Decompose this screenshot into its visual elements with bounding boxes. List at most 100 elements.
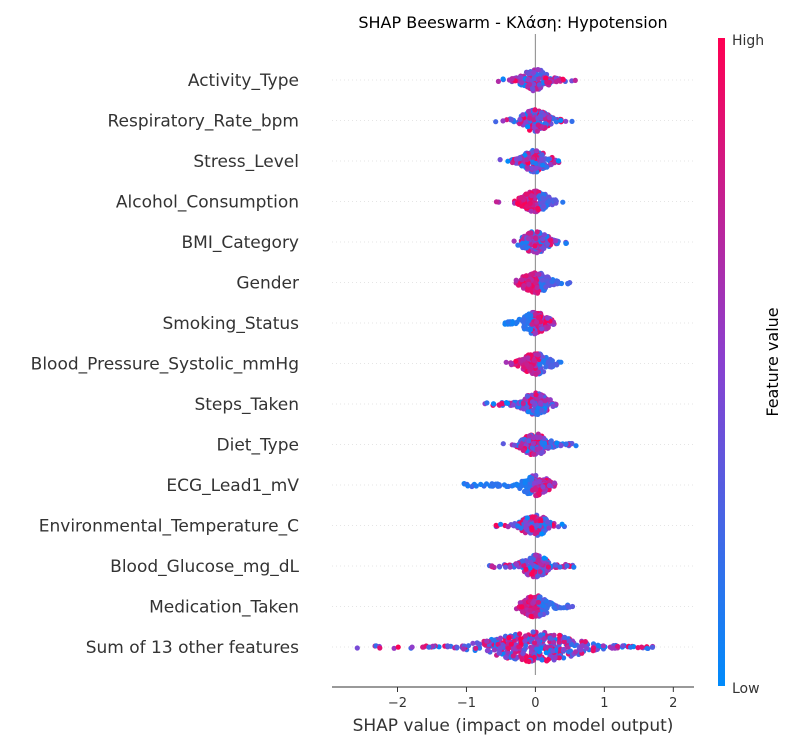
shap-point (540, 195, 546, 201)
shap-point (529, 476, 535, 482)
shap-point (529, 193, 535, 199)
shap-point (524, 393, 531, 399)
shap-point (517, 155, 523, 162)
shap-point (562, 634, 568, 641)
shap-point (531, 640, 538, 646)
shap-point (524, 312, 530, 319)
shap-point (551, 480, 558, 486)
shap-point (523, 191, 530, 197)
shap-point (507, 564, 513, 570)
shap-point (522, 638, 528, 644)
shap-point (484, 638, 490, 644)
shap-point (515, 523, 521, 529)
shap-point (535, 573, 541, 579)
shap-point (503, 654, 509, 661)
shap-point (495, 483, 502, 489)
shap-point (533, 280, 539, 286)
shap-point (454, 644, 460, 650)
shap-point (535, 67, 541, 73)
shap-point (529, 165, 535, 171)
shap-point (540, 162, 546, 168)
shap-point (535, 205, 541, 211)
shap-point (552, 605, 558, 611)
shap-point (511, 238, 517, 244)
shap-point (535, 314, 542, 320)
shap-point (532, 107, 538, 113)
shap-point (528, 313, 534, 319)
shap-point (476, 641, 482, 647)
shap-point (547, 237, 554, 243)
shap-point (552, 197, 559, 203)
shap-point (518, 636, 524, 642)
shap-point (553, 238, 559, 244)
shap-point (527, 115, 533, 121)
shap-point (533, 371, 539, 377)
colorbar-axis-label: Feature value (763, 307, 782, 416)
shap-point (493, 119, 499, 125)
shap-point (508, 360, 514, 366)
shap-point (579, 643, 585, 649)
shap-point (489, 481, 495, 487)
shap-point (529, 571, 535, 577)
shap-point (520, 401, 526, 407)
shap-point (524, 515, 530, 521)
shap-point (522, 480, 528, 486)
shap-point (540, 236, 546, 242)
x-tick-label: 2 (669, 696, 677, 711)
shap-point (539, 531, 545, 537)
shap-point (533, 552, 539, 558)
shap-point (519, 656, 525, 663)
shap-point (543, 75, 549, 81)
shap-point (519, 277, 525, 283)
shap-point (495, 78, 501, 84)
shap-point (569, 118, 575, 124)
shap-point (503, 359, 509, 365)
shap-point (509, 319, 516, 325)
shap-point (561, 639, 568, 645)
shap-point (530, 435, 537, 441)
shap-point (525, 355, 531, 361)
shap-point (531, 480, 538, 486)
shap-point (564, 563, 570, 569)
shap-point (566, 638, 572, 644)
shap-point (525, 235, 532, 242)
shap-point (527, 607, 533, 614)
shap-point (541, 232, 548, 238)
shap-point (535, 122, 541, 128)
shap-point (545, 315, 551, 321)
shap-point (520, 609, 526, 615)
shap-point (524, 157, 530, 163)
colorbar-high-label: High (732, 33, 764, 49)
shap-point (521, 316, 527, 322)
shap-point (498, 521, 504, 527)
shap-point (530, 629, 536, 635)
shap-point (537, 569, 543, 575)
shap-point (541, 555, 547, 561)
shap-point (530, 86, 536, 92)
x-tick-label: −1 (457, 696, 476, 711)
shap-point (529, 645, 536, 651)
feature-label: Steps_Taken (194, 395, 299, 415)
shap-point (543, 364, 549, 370)
shap-point (539, 449, 545, 455)
shap-point (546, 525, 552, 531)
shap-point (520, 650, 526, 656)
shap-point (533, 564, 539, 570)
shap-point (572, 649, 579, 655)
shap-point (497, 157, 503, 163)
shap-point (533, 235, 539, 242)
shap-point (510, 402, 516, 408)
shap-point (537, 434, 543, 440)
shap-point (505, 158, 511, 164)
shap-point (536, 446, 542, 452)
shap-point (569, 603, 576, 610)
shap-point (550, 403, 556, 409)
shap-point (537, 199, 543, 205)
shap-point (391, 645, 397, 651)
shap-point (558, 359, 564, 365)
shap-point (545, 360, 551, 366)
shap-point (476, 645, 483, 651)
shap-point (549, 279, 555, 285)
shap-point (609, 645, 615, 651)
